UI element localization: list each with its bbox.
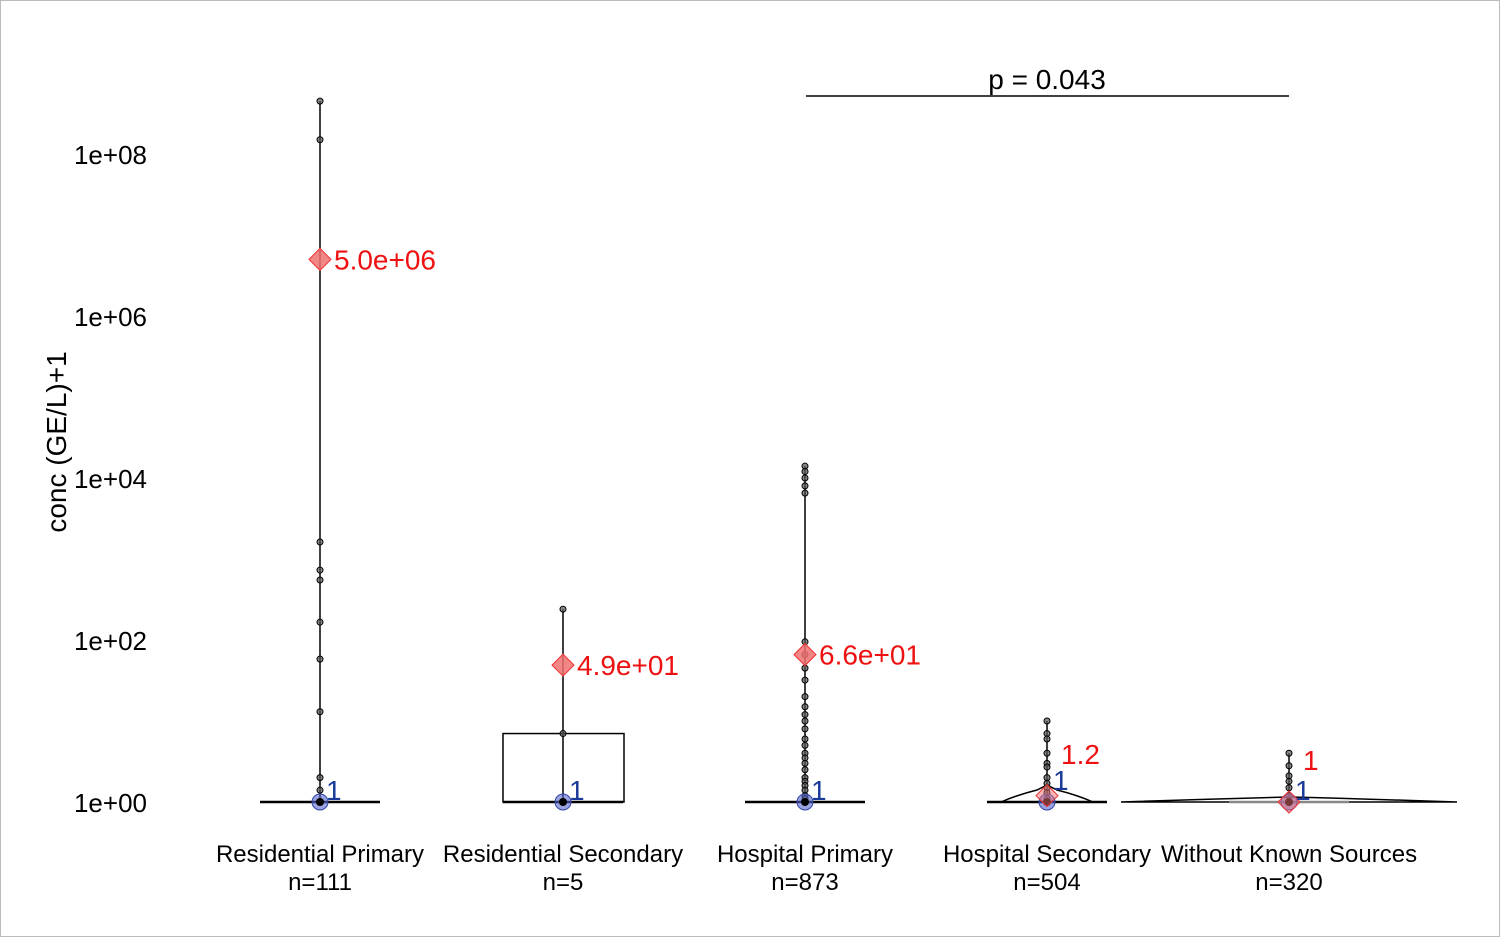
median-label: 1 [1053,765,1069,796]
y-tick-label: 1e+02 [74,626,147,656]
data-point [801,717,809,725]
x-tick-label: Hospital Primary [717,841,893,868]
violin [1000,784,1094,803]
group-count-label: n=111 [288,869,352,896]
data-point [316,798,324,806]
data-point [801,735,809,743]
data-point [559,798,567,806]
data-point [316,786,324,794]
data-point [801,474,809,482]
data-point [801,468,809,476]
data-point [801,676,809,684]
mean-marker [1277,790,1301,814]
data-point [801,711,809,719]
data-point [1285,784,1293,792]
group-count-label: n=504 [1013,869,1080,896]
data-point [1285,749,1293,757]
y-tick-label: 1e+06 [74,302,147,332]
data-point [1043,749,1051,757]
data-point [801,693,809,701]
x-tick-label: Without Known Sources [1161,841,1417,868]
median-label: 1 [1295,775,1311,806]
group-count-label: n=5 [543,869,584,896]
group-count-label: n=320 [1255,869,1322,896]
median-label: 1 [569,775,585,806]
data-point [316,566,324,574]
y-axis-label: conc (GE/L)+1 [41,351,72,532]
x-tick-label: Residential Primary [216,841,424,868]
data-point [316,576,324,584]
x-tick-label: Hospital Secondary [943,841,1151,868]
data-point [801,489,809,497]
data-point [559,605,567,613]
x-tick-label: Residential Secondary [443,841,683,868]
data-point [801,703,809,711]
y-tick-label: 1e+00 [74,788,147,818]
data-point [316,618,324,626]
mean-marker [793,642,817,667]
mean-label: 1.2 [1061,739,1100,770]
data-point [316,655,324,663]
mean-marker [551,653,575,677]
p-value-label: p = 0.043 [988,64,1106,95]
data-point [1285,777,1293,785]
group-count-label: n=873 [771,869,838,896]
median-label: 1 [811,775,827,806]
y-tick-label: 1e+04 [74,464,147,494]
mean-label: 5.0e+06 [334,244,436,275]
data-point [801,798,809,806]
data-point [801,741,809,749]
data-point [801,766,809,774]
median-label: 1 [326,775,342,806]
data-point [1043,735,1051,743]
data-point [801,759,809,767]
data-point [316,97,324,105]
data-point [801,725,809,733]
data-point [1043,774,1051,782]
data-point [316,708,324,716]
data-point [801,482,809,490]
data-point [316,774,324,782]
mean-label: 6.6e+01 [819,640,921,671]
mean-label: 4.9e+01 [577,650,679,681]
data-point [1043,717,1051,725]
data-point [316,538,324,546]
data-point [559,730,567,738]
data-point [316,136,324,144]
data-point [1043,763,1051,771]
mean-label: 1 [1303,745,1319,776]
data-point [1285,762,1293,770]
mean-marker [308,247,332,272]
y-tick-label: 1e+08 [74,140,147,170]
mean-marker [1035,783,1059,808]
